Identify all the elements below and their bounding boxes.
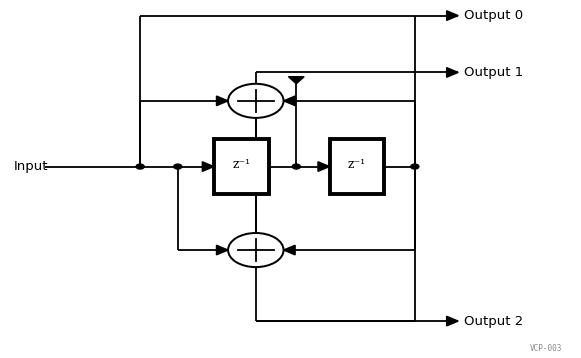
- Circle shape: [136, 164, 144, 169]
- Polygon shape: [447, 68, 458, 77]
- Polygon shape: [288, 77, 304, 84]
- Polygon shape: [447, 11, 458, 20]
- Text: Input: Input: [14, 160, 49, 173]
- Text: z⁻¹: z⁻¹: [348, 158, 366, 171]
- Circle shape: [292, 164, 300, 169]
- Circle shape: [411, 164, 419, 169]
- Polygon shape: [202, 162, 214, 171]
- Polygon shape: [284, 245, 295, 255]
- Circle shape: [228, 233, 284, 267]
- Text: VCP-003: VCP-003: [530, 344, 562, 353]
- Text: Output 1: Output 1: [464, 66, 523, 79]
- Polygon shape: [217, 96, 228, 106]
- Bar: [214, 139, 269, 194]
- Polygon shape: [284, 96, 295, 106]
- Bar: [329, 139, 385, 194]
- Text: Output 2: Output 2: [464, 315, 523, 328]
- Text: Output 0: Output 0: [464, 9, 523, 22]
- Circle shape: [174, 164, 182, 169]
- Polygon shape: [217, 245, 228, 255]
- Circle shape: [228, 84, 284, 118]
- Polygon shape: [318, 162, 329, 171]
- Text: z⁻¹: z⁻¹: [232, 158, 250, 171]
- Polygon shape: [447, 316, 458, 326]
